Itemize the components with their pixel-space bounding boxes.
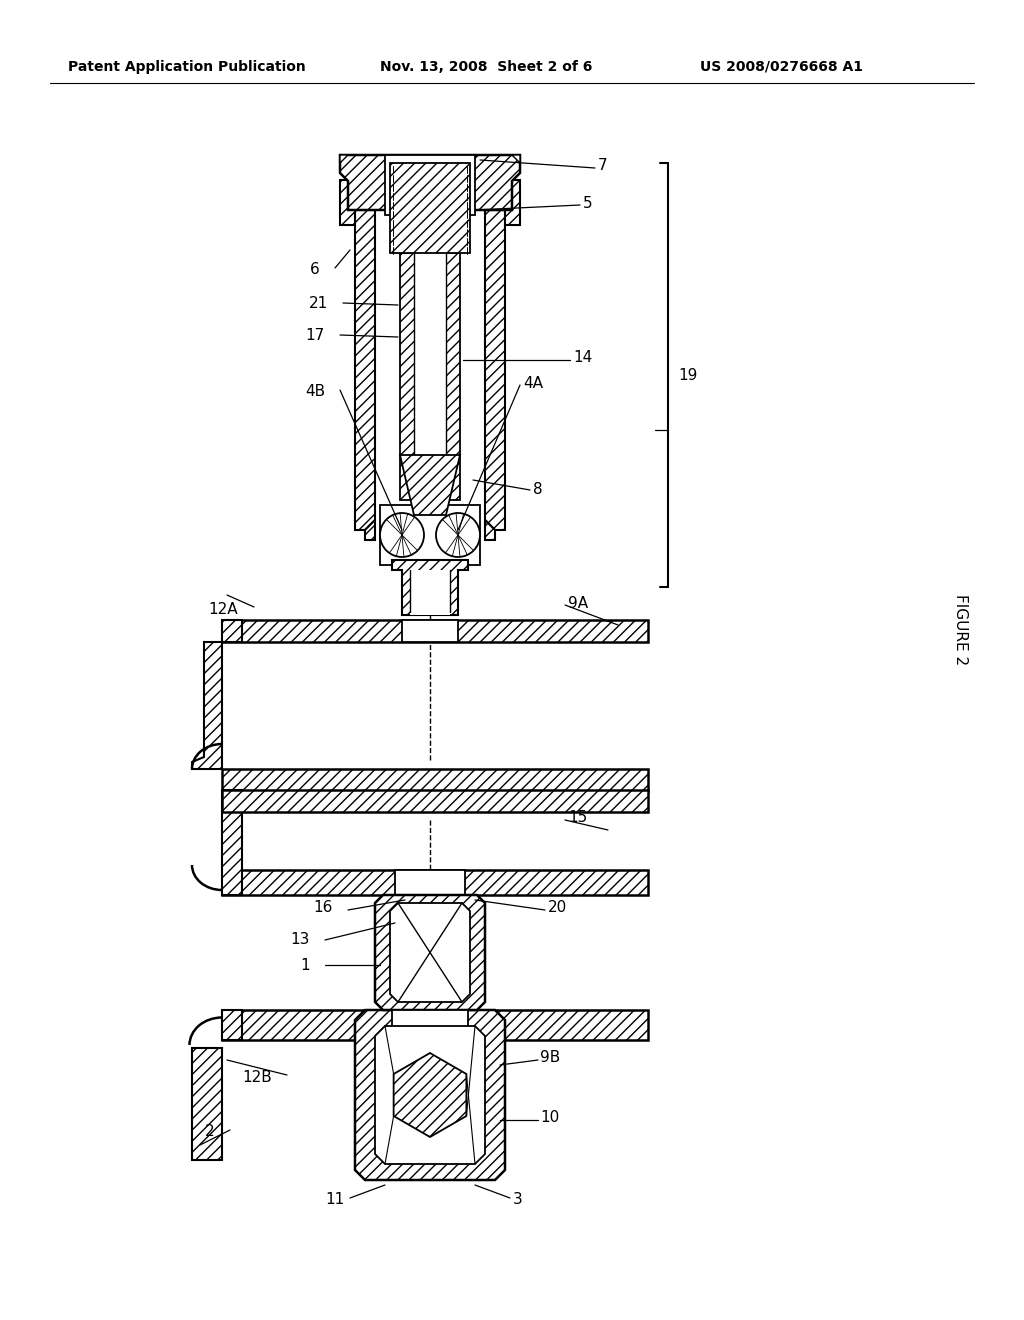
Text: 21: 21 bbox=[309, 296, 328, 310]
Text: 15: 15 bbox=[568, 810, 587, 825]
Polygon shape bbox=[400, 455, 460, 515]
Bar bbox=[222, 770, 648, 791]
Polygon shape bbox=[222, 789, 242, 895]
Polygon shape bbox=[392, 560, 468, 615]
Polygon shape bbox=[340, 154, 520, 210]
Bar bbox=[402, 620, 458, 642]
Text: 19: 19 bbox=[678, 367, 697, 383]
Polygon shape bbox=[375, 895, 485, 1010]
Bar bbox=[222, 1010, 648, 1040]
Bar bbox=[395, 870, 465, 895]
Bar bbox=[222, 870, 648, 895]
Text: FIGURE 2: FIGURE 2 bbox=[952, 594, 968, 665]
Bar bbox=[340, 180, 355, 224]
Polygon shape bbox=[193, 642, 222, 770]
Text: 20: 20 bbox=[548, 900, 567, 916]
Text: Patent Application Publication: Patent Application Publication bbox=[68, 59, 306, 74]
Bar bbox=[414, 253, 446, 510]
Polygon shape bbox=[393, 1053, 466, 1137]
Text: US 2008/0276668 A1: US 2008/0276668 A1 bbox=[700, 59, 863, 74]
Text: 1: 1 bbox=[300, 957, 310, 973]
Text: 14: 14 bbox=[573, 351, 592, 366]
Bar bbox=[390, 162, 470, 253]
Bar bbox=[222, 789, 648, 812]
Bar bbox=[392, 1010, 468, 1040]
Text: 16: 16 bbox=[313, 900, 333, 916]
Bar bbox=[385, 154, 475, 215]
Polygon shape bbox=[222, 620, 242, 642]
Text: 12B: 12B bbox=[243, 1069, 272, 1085]
Bar bbox=[410, 570, 450, 615]
Text: 3: 3 bbox=[513, 1192, 522, 1208]
Polygon shape bbox=[340, 154, 348, 162]
Text: 12A: 12A bbox=[208, 602, 238, 618]
Text: 9B: 9B bbox=[540, 1051, 560, 1065]
Text: Nov. 13, 2008  Sheet 2 of 6: Nov. 13, 2008 Sheet 2 of 6 bbox=[380, 59, 592, 74]
Text: 10: 10 bbox=[540, 1110, 559, 1126]
Text: 11: 11 bbox=[326, 1192, 345, 1208]
Polygon shape bbox=[355, 1010, 505, 1180]
Text: 9A: 9A bbox=[568, 595, 588, 610]
Text: 4A: 4A bbox=[523, 376, 543, 392]
Text: 13: 13 bbox=[291, 932, 310, 948]
Bar bbox=[400, 253, 460, 500]
Text: 5: 5 bbox=[583, 195, 593, 210]
Polygon shape bbox=[512, 154, 520, 162]
Text: 17: 17 bbox=[306, 327, 325, 342]
Bar bbox=[505, 180, 520, 224]
Bar bbox=[380, 506, 480, 565]
Circle shape bbox=[380, 513, 424, 557]
Polygon shape bbox=[485, 520, 495, 540]
Text: 4B: 4B bbox=[305, 384, 325, 400]
Polygon shape bbox=[222, 1010, 242, 1040]
Polygon shape bbox=[375, 1026, 485, 1164]
Polygon shape bbox=[390, 903, 470, 1002]
Polygon shape bbox=[193, 1048, 222, 1160]
Text: 8: 8 bbox=[534, 482, 543, 496]
Circle shape bbox=[436, 513, 480, 557]
Text: 2: 2 bbox=[206, 1125, 215, 1139]
Text: 6: 6 bbox=[310, 263, 319, 277]
Polygon shape bbox=[485, 210, 505, 531]
Polygon shape bbox=[355, 210, 375, 531]
Polygon shape bbox=[365, 520, 375, 540]
Text: 7: 7 bbox=[598, 158, 607, 173]
Bar bbox=[222, 620, 648, 642]
